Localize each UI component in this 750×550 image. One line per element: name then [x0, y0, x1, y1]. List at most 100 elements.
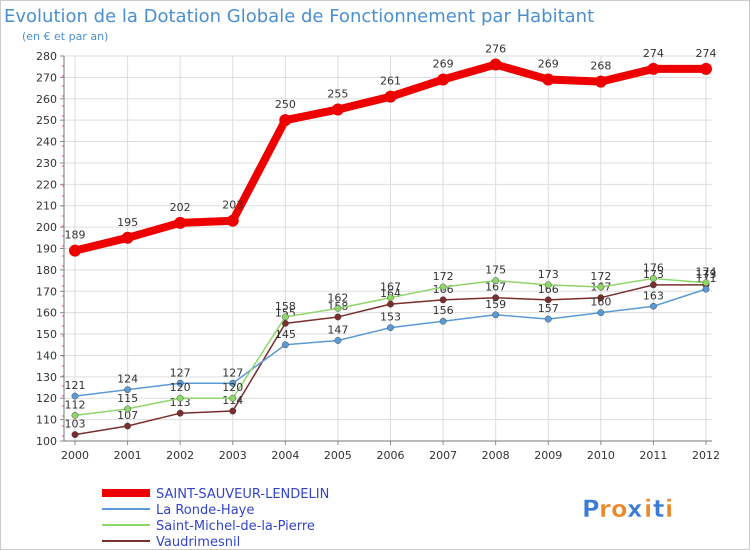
data-point: [439, 317, 447, 325]
data-point: [334, 337, 342, 344]
data-label: 189: [65, 229, 86, 242]
brand-letter: o: [611, 495, 628, 523]
data-point: [439, 283, 447, 291]
legend-label: Vaudrimesnil: [156, 535, 240, 550]
data-point: [542, 73, 555, 86]
data-label: 203: [222, 199, 243, 212]
data-point: [124, 386, 131, 394]
data-point: [71, 431, 79, 438]
x-tick-label: 2008: [482, 449, 510, 462]
data-point: [650, 275, 657, 282]
data-point: [174, 216, 187, 229]
y-axis-ticks: 100 110 120 130 140 150 160 170 180 190 200 210 220 2…: [36, 50, 64, 448]
data-point: [439, 296, 447, 304]
x-tick-label: 2004: [271, 449, 299, 462]
legend-label: La Ronde-Haye: [156, 503, 254, 518]
series-saint-sauveur-lendelin: 189 195 202 203 250 255 261 269 276 269 268 274 274: [65, 43, 717, 257]
data-label: 160: [590, 296, 611, 309]
x-tick-label: 2005: [324, 449, 352, 462]
data-label: 255: [327, 87, 348, 100]
data-label: 145: [275, 328, 296, 341]
y-tick-label: 190: [36, 243, 57, 256]
y-tick-label: 200: [36, 221, 57, 234]
chart-title: Evolution de la Dotation Globale de Fonc…: [4, 6, 594, 27]
brand-letter: x: [627, 495, 643, 523]
y-tick-label: 140: [36, 349, 57, 362]
data-label: 162: [327, 291, 348, 304]
data-point: [71, 411, 79, 419]
data-point: [650, 302, 657, 310]
data-label: 274: [643, 47, 664, 60]
data-point: [176, 394, 184, 402]
data-label: 163: [643, 289, 664, 302]
x-tick-label: 2007: [429, 449, 457, 462]
data-point: [334, 313, 342, 321]
data-point: [492, 294, 500, 302]
data-label: 158: [275, 300, 296, 313]
legend-label: SAINT-SAUVEUR-LENDELIN: [156, 487, 329, 502]
data-point: [702, 279, 710, 287]
data-point: [279, 114, 292, 127]
data-label: 167: [485, 281, 506, 294]
y-tick-label: 240: [36, 136, 57, 149]
data-point: [594, 75, 607, 88]
data-label: 153: [380, 311, 401, 324]
data-point: [226, 214, 239, 227]
data-point: [597, 309, 605, 317]
data-label: 167: [380, 281, 401, 294]
y-tick-label: 160: [36, 307, 57, 320]
data-point: [124, 422, 131, 430]
data-label: 269: [433, 58, 454, 71]
series-saint-michel-de-la-pierre: 112 115 120 120 158 162 167 172 175 173 172 176 174: [65, 261, 717, 419]
x-tick-label: 2000: [61, 449, 89, 462]
data-label: 250: [275, 98, 296, 111]
data-point: [700, 62, 712, 75]
data-label: 274: [696, 47, 717, 60]
data-label: 120: [222, 381, 243, 394]
data-label: 166: [538, 283, 559, 296]
data-point: [176, 379, 184, 387]
data-label: 269: [538, 58, 559, 71]
y-tick-label: 250: [36, 114, 57, 127]
data-point: [229, 407, 237, 415]
data-point: [124, 405, 131, 413]
data-point: [647, 62, 660, 75]
data-label: 276: [485, 43, 506, 56]
data-label: 120: [170, 381, 191, 394]
data-label: 176: [643, 261, 664, 274]
brand-letter: r: [599, 495, 611, 523]
data-point: [387, 324, 394, 332]
data-label: 107: [117, 409, 138, 422]
data-label: 173: [538, 268, 559, 281]
y-tick-label: 150: [36, 328, 57, 341]
data-point: [544, 296, 552, 304]
y-tick-label: 130: [36, 371, 57, 384]
data-point: [331, 103, 344, 116]
data-label: 173: [643, 268, 664, 281]
brand-letter: i: [665, 495, 673, 523]
data-point: [650, 281, 657, 289]
y-tick-label: 120: [36, 392, 57, 405]
x-tick-label: 2002: [166, 449, 194, 462]
data-point: [71, 392, 79, 400]
x-tick-label: 2011: [639, 449, 667, 462]
data-point: [176, 409, 184, 417]
brand-letter: t: [653, 495, 664, 523]
y-tick-label: 280: [36, 50, 57, 63]
x-tick-label: 2003: [219, 449, 247, 462]
data-label: 268: [590, 60, 611, 73]
data-label: 124: [117, 373, 138, 386]
legend-label: Saint-Michel-de-la-Pierre: [156, 519, 315, 534]
y-tick-label: 100: [36, 435, 57, 448]
data-label: 112: [65, 398, 86, 411]
y-tick-label: 110: [36, 414, 57, 427]
data-point: [597, 283, 605, 291]
data-point: [437, 73, 450, 86]
data-label: 173: [696, 268, 717, 281]
data-label: 157: [538, 302, 559, 315]
data-point: [492, 311, 500, 319]
data-point: [334, 304, 342, 312]
